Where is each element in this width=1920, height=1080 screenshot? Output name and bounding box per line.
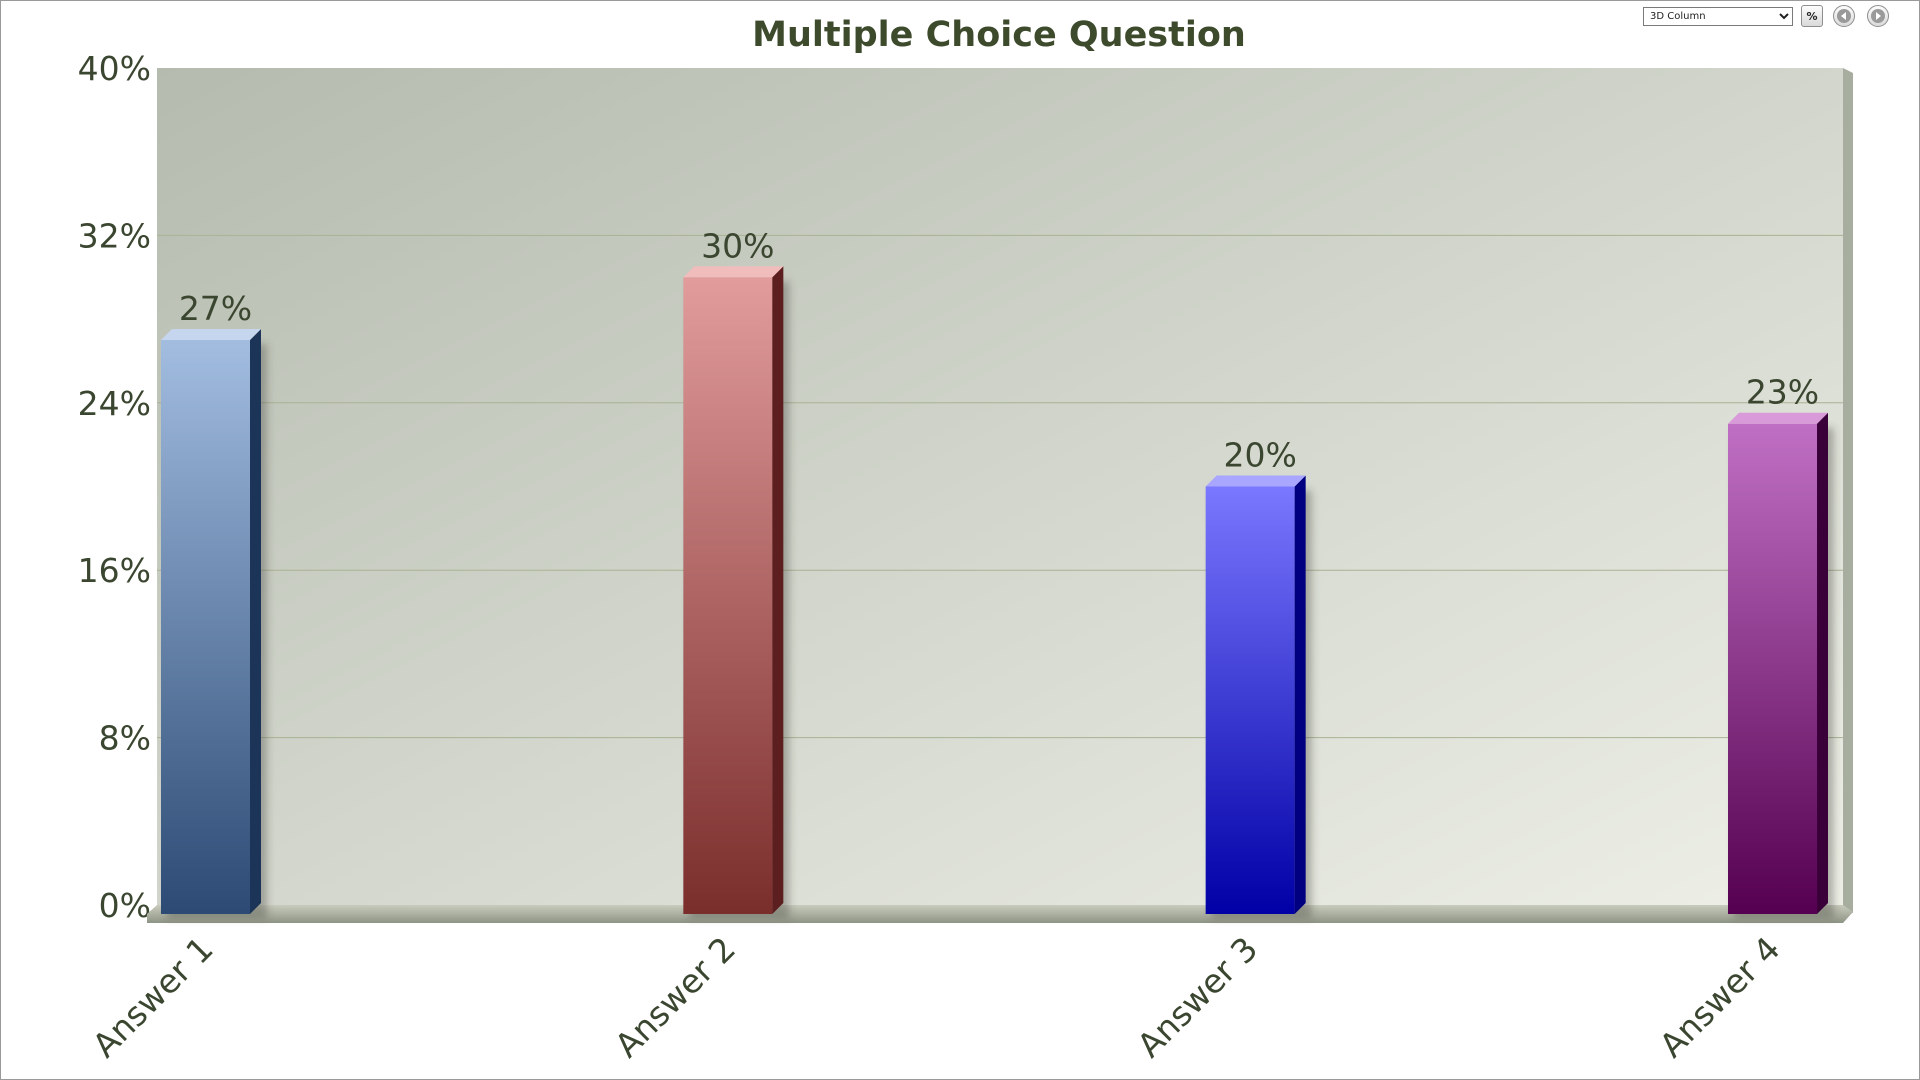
x-tick-label: Answer 4 <box>1652 929 1788 1065</box>
y-tick-label: 16% <box>78 551 151 590</box>
bar-1 <box>161 340 250 914</box>
data-label: 23% <box>1746 373 1819 412</box>
chart-title: Multiple Choice Question <box>752 15 1246 55</box>
y-tick-label: 0% <box>99 886 151 925</box>
y-tick-label: 32% <box>78 216 151 255</box>
chart-type-select[interactable]: 3D Column <box>1643 7 1793 26</box>
next-button[interactable] <box>1867 5 1889 27</box>
bar-3 <box>1205 486 1295 914</box>
x-axis-tick-labels: Answer 1 Answer 2 Answer 3 Answer 4 <box>85 929 1788 1065</box>
plot-floor <box>147 905 1853 923</box>
previous-button[interactable] <box>1833 5 1855 27</box>
plot-background <box>157 68 1843 910</box>
x-tick-label: Answer 1 <box>85 929 221 1065</box>
bar-3-side <box>1294 475 1306 914</box>
x-tick-label: Answer 3 <box>1130 929 1266 1065</box>
bar-4-top <box>1728 412 1828 424</box>
bar-4 <box>1728 423 1817 914</box>
bar-2-side <box>772 266 784 914</box>
percent-label: % <box>1806 9 1818 23</box>
y-axis-tick-labels: 0% 8% 16% 24% 32% 40% <box>78 49 151 925</box>
bar-3-top <box>1205 475 1306 487</box>
gridlines <box>157 234 1843 739</box>
data-label: 20% <box>1223 436 1296 475</box>
bar-2 <box>683 277 773 914</box>
data-label: 30% <box>701 226 774 265</box>
bar-2-top <box>683 266 784 278</box>
plot-right-wall <box>1843 68 1853 913</box>
bar-1-side <box>250 329 261 914</box>
arrow-left-circle-icon <box>1837 9 1851 23</box>
data-labels: 27% 30% 20% 23% <box>179 226 1819 474</box>
y-tick-label: 8% <box>99 719 151 758</box>
arrow-right-circle-icon <box>1871 9 1885 23</box>
y-tick-label: 40% <box>78 49 151 88</box>
bar-1-top <box>161 329 261 341</box>
percent-toggle-button[interactable]: % <box>1801 5 1823 27</box>
y-tick-label: 24% <box>78 384 151 423</box>
bar-4-side <box>1817 412 1828 914</box>
x-tick-label: Answer 2 <box>607 929 743 1065</box>
bars <box>161 266 1834 918</box>
data-label: 27% <box>179 289 252 328</box>
